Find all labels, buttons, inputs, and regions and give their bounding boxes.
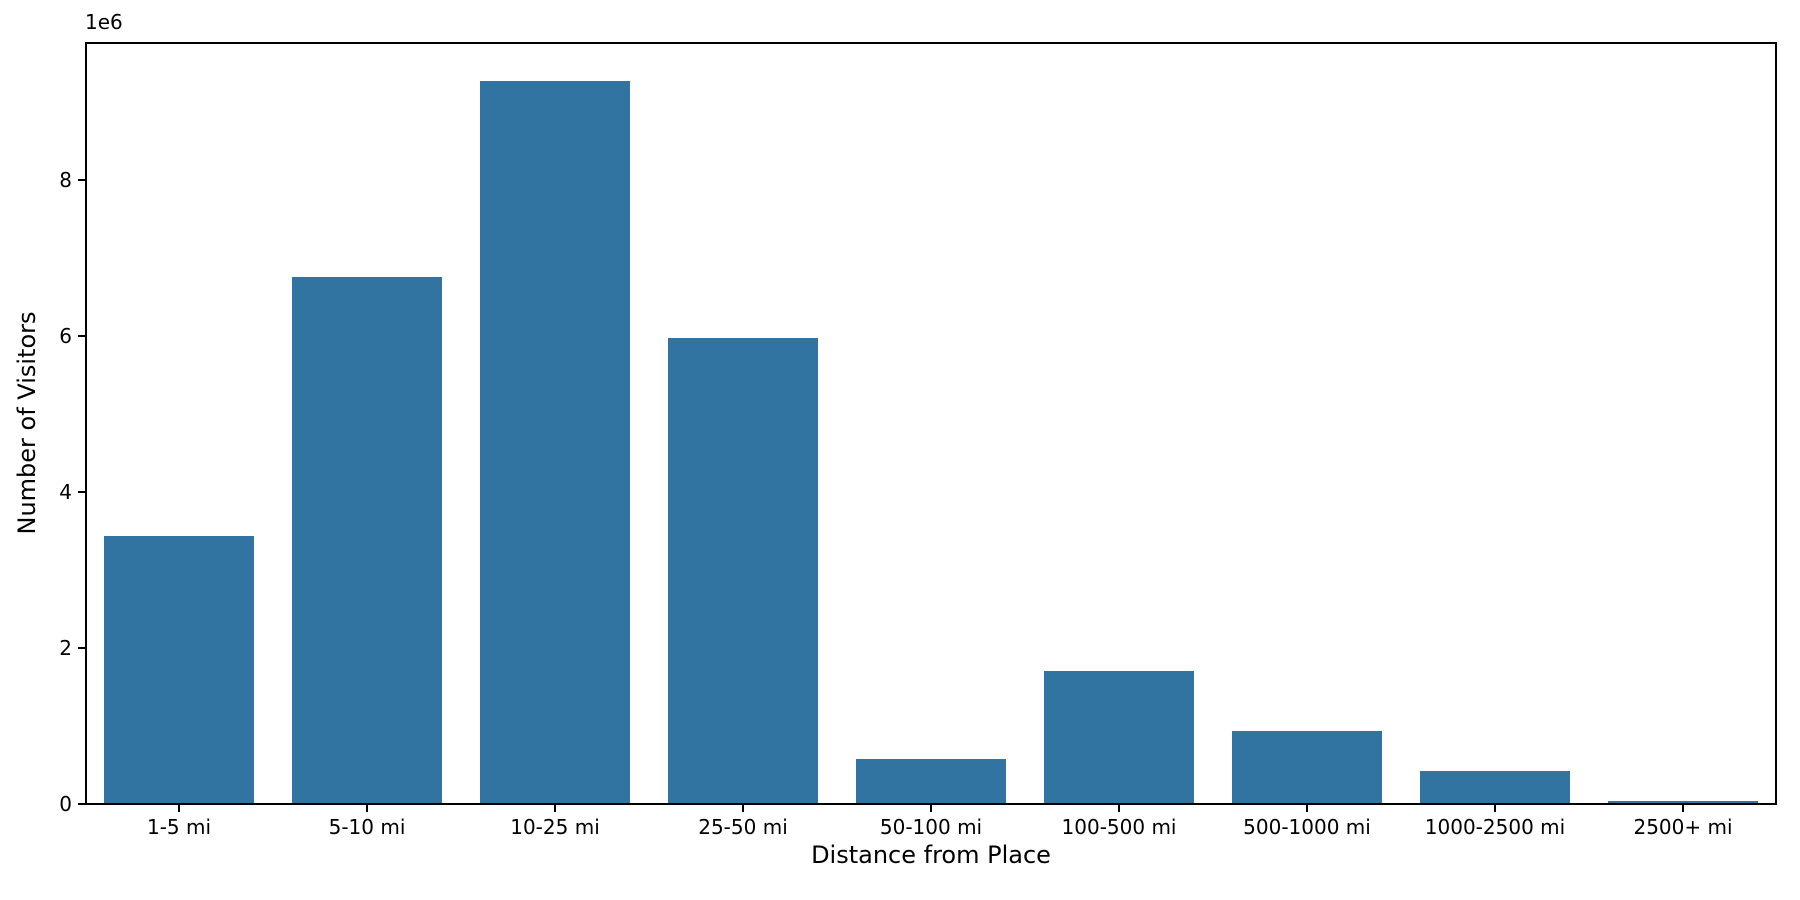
y-axis-offset-text: 1e6: [85, 10, 123, 34]
bar-50-100 mi: [855, 759, 1007, 803]
x-tick-mark: [554, 805, 556, 812]
y-tick-mark: [78, 178, 85, 181]
x-tick-label-10-25 mi: 10-25 mi: [510, 815, 600, 839]
y-tick-label: 6: [59, 323, 72, 348]
bar-5-10 mi: [291, 277, 443, 803]
x-tick-mark: [178, 805, 180, 812]
bar-2500+ mi: [1607, 801, 1759, 803]
bar-10-25 mi: [479, 80, 631, 803]
y-tick-mark: [78, 646, 85, 649]
plot-area: [85, 42, 1777, 805]
bar-1000-2500 mi: [1419, 771, 1571, 803]
x-tick-mark: [366, 805, 368, 812]
bar-500-1000 mi: [1231, 731, 1383, 803]
y-tick-mark: [78, 803, 85, 805]
x-tick-mark: [1118, 805, 1120, 812]
y-tick-label: 0: [59, 792, 72, 816]
x-tick-label-2500+ mi: 2500+ mi: [1633, 815, 1733, 839]
x-axis-label: Distance from Place: [811, 841, 1051, 869]
x-tick-mark: [742, 805, 744, 812]
x-tick-label-1000-2500 mi: 1000-2500 mi: [1424, 815, 1566, 839]
x-tick-label-100-500 mi: 100-500 mi: [1061, 815, 1177, 839]
x-tick-mark: [1682, 805, 1684, 812]
bar-100-500 mi: [1043, 671, 1195, 803]
x-tick-label-5-10 mi: 5-10 mi: [328, 815, 406, 839]
y-tick-label: 4: [59, 479, 72, 504]
x-tick-label-1-5 mi: 1-5 mi: [146, 815, 212, 839]
x-tick-label-50-100 mi: 50-100 mi: [879, 815, 983, 839]
bar-1-5 mi: [103, 536, 255, 803]
y-tick-label: 8: [59, 167, 72, 192]
x-tick-mark: [930, 805, 932, 812]
x-tick-label-500-1000 mi: 500-1000 mi: [1243, 815, 1371, 839]
bar-25-50 mi: [667, 338, 819, 803]
x-tick-label-25-50 mi: 25-50 mi: [698, 815, 788, 839]
x-tick-mark: [1306, 805, 1308, 812]
x-tick-mark: [1494, 805, 1496, 812]
y-tick-mark: [78, 490, 85, 493]
y-tick-label: 2: [59, 635, 72, 660]
y-tick-mark: [78, 334, 85, 337]
